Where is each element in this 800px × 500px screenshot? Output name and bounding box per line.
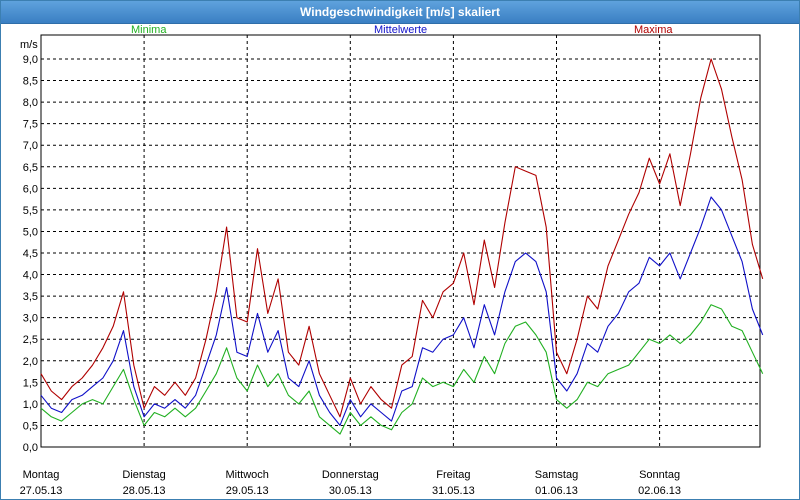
y-tick-label: 7,0: [23, 140, 38, 152]
x-axis-tick-labels: Montag 27.05.13 Dienstag 28.05.13 Mittwoch 29…: [20, 469, 681, 497]
y-tick-label: 8,5: [23, 76, 38, 88]
y-tick-label: 0,5: [23, 420, 38, 432]
x-tick-day-label: Montag: [23, 469, 60, 481]
y-axis-tick-labels: 0,0 0,5 1,0 1,5 2,0 2,5 3,0 3,5 4,0 4,5 5,0 5,5 6,0 6…: [23, 54, 38, 454]
series-line-minima: [40, 304, 764, 435]
y-axis-label: m/s: [20, 39, 38, 51]
y-tick-label: 3,5: [23, 291, 38, 303]
y-tick-label: 7,5: [23, 119, 38, 131]
y-tick-label: 1,5: [23, 377, 38, 389]
y-tick-label: 2,5: [23, 334, 38, 346]
x-tick-day-label: Sonntag: [639, 469, 680, 481]
x-tick-day-label: Donnerstag: [322, 469, 379, 481]
y-tick-label: 0,0: [23, 442, 38, 454]
series-line-mittelwerte: [40, 196, 764, 426]
y-tick-label: 9,0: [23, 54, 38, 66]
x-tick-day-label: Samstag: [535, 469, 578, 481]
y-tick-label: 2,0: [23, 356, 38, 368]
legend-minima: Minima: [131, 24, 167, 36]
y-tick-label: 4,5: [23, 248, 38, 260]
series-line-maxima: [40, 58, 764, 418]
y-tick-label: 8,0: [23, 97, 38, 109]
legend-maxima: Maxima: [634, 24, 673, 36]
x-tick-date-label: 02.06.13: [638, 485, 681, 497]
legend-mittelwerte: Mittelwerte: [374, 24, 427, 36]
y-tick-label: 1,0: [23, 399, 38, 411]
x-tick-date-label: 31.05.13: [432, 485, 475, 497]
plot-area: [40, 34, 761, 448]
y-tick-label: 6,5: [23, 162, 38, 174]
x-tick-date-label: 29.05.13: [226, 485, 269, 497]
y-tick-label: 5,0: [23, 226, 38, 238]
window-title: Windgeschwindigkeit [m/s] skaliert: [1, 1, 799, 24]
wind-speed-chart: 0,0 0,5 1,0 1,5 2,0 2,5 3,0 3,5 4,0 4,5 5,0 5,5 6,0 6…: [20, 24, 764, 497]
x-tick-day-label: Dienstag: [122, 469, 165, 481]
y-tick-label: 6,0: [23, 183, 38, 195]
x-tick-date-label: 27.05.13: [20, 485, 63, 497]
x-tick-date-label: 28.05.13: [123, 485, 166, 497]
x-tick-date-label: 01.06.13: [535, 485, 578, 497]
series-lines: [40, 58, 764, 435]
x-tick-date-label: 30.05.13: [329, 485, 372, 497]
y-tick-label: 5,5: [23, 205, 38, 217]
x-tick-day-label: Freitag: [436, 469, 470, 481]
grid-lines: [41, 35, 760, 448]
x-tick-day-label: Mittwoch: [225, 469, 268, 481]
y-tick-label: 4,0: [23, 270, 38, 282]
y-tick-label: 3,0: [23, 313, 38, 325]
